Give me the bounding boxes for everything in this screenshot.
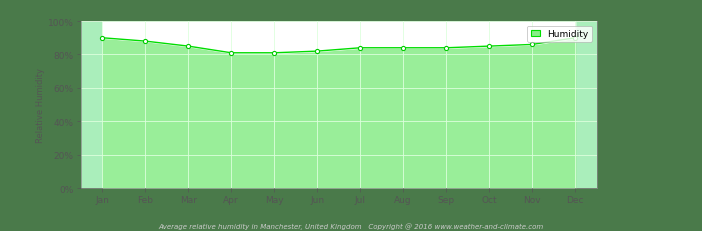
Y-axis label: Relative Humidity: Relative Humidity [36,68,45,143]
Text: Average relative humidity in Manchester, United Kingdom   Copyright @ 2016 www.w: Average relative humidity in Manchester,… [159,222,543,229]
Legend: Humidity: Humidity [527,26,592,43]
